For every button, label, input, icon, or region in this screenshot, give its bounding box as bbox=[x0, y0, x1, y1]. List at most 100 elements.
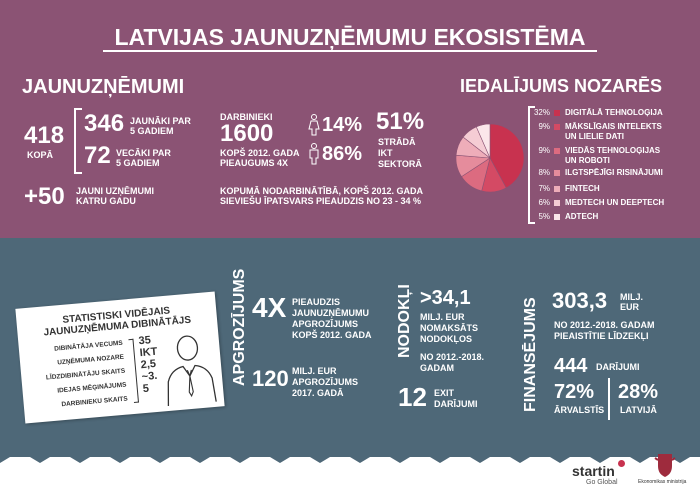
startups-young-label-2: 5 GADIEM bbox=[130, 126, 174, 136]
financing-deals-value: 444 bbox=[554, 355, 588, 377]
page-title: LATVIJAS JAUNUZŅĒMUMU EKOSISTĒMA bbox=[114, 24, 586, 50]
employees-since-2: PIEAUGUMS 4X bbox=[220, 158, 289, 168]
ministry-label: Ekonomikas ministrija bbox=[638, 479, 687, 485]
startups-heading: JAUNUZŅĒMUMI bbox=[22, 76, 185, 98]
legend-swatch bbox=[554, 148, 560, 154]
employees-note-1: KOPUMĀ NODARBINĀTĪBĀ, KOPŠ 2012. GADA bbox=[220, 186, 424, 196]
taxes-exit-text-1: EXIT bbox=[434, 388, 455, 398]
taxes-text-1: MILJ. EUR bbox=[420, 312, 465, 322]
legend-item: 6% MEDTECH UN DEEPTECH bbox=[532, 198, 692, 212]
legend-pct: 9% bbox=[538, 122, 550, 131]
founder-rows: DIBINĀTĀJA VECUMS 35 UZŅĒMUMA NOZARE IKT LĪD… bbox=[23, 334, 164, 418]
taxes-period-2: GADAM bbox=[420, 363, 454, 373]
legend-item: 7% FINTECH bbox=[532, 184, 692, 198]
sector-pie-chart bbox=[455, 123, 525, 193]
legend-swatch bbox=[554, 170, 560, 176]
legend-pct: 8% bbox=[538, 168, 550, 177]
sector-legend: 32% DIGITĀLĀ TEHNOLOĢIJA 9% MĀKSLĪGAIS INTE… bbox=[532, 108, 700, 223]
legend-swatch bbox=[554, 110, 560, 116]
legend-pct: 6% bbox=[538, 198, 550, 207]
legend-swatch bbox=[554, 200, 560, 206]
pie-slice-0 bbox=[489, 123, 525, 189]
pie-slice-6 bbox=[475, 123, 491, 159]
sectors-heading: IEDALĪJUMS NOZARĒS bbox=[460, 76, 663, 96]
founder-row-label: UZŅĒMUMA NOZARE bbox=[57, 353, 125, 367]
legend-label: FINTECH bbox=[565, 184, 600, 193]
founder-bracket bbox=[128, 338, 139, 403]
top-panel bbox=[0, 0, 700, 262]
businessman-icon bbox=[167, 335, 217, 406]
financing-text-1: NO 2012.-2018. GADAM bbox=[554, 320, 655, 330]
legend-item: 8% ILGTSPĒJĪGI RISINĀJUMI bbox=[532, 168, 692, 182]
financing-deals-label: DARĪJUMI bbox=[596, 362, 640, 372]
financing-foreign-label: ĀRVALSTĪS bbox=[554, 405, 605, 415]
legend-item: 5% ADTECH bbox=[532, 212, 692, 226]
legend-item: 9% VIEDĀS TEHNOLOĢIJAS UN ROBOTI bbox=[532, 146, 692, 165]
legend-pct: 9% bbox=[538, 146, 550, 155]
startin-sub: Go Global bbox=[586, 479, 618, 486]
employees-male-pct: 86% bbox=[322, 143, 363, 165]
male-icon bbox=[309, 143, 319, 165]
legend-label: MEDTECH UN DEEPTECH bbox=[565, 198, 665, 207]
legend-label: ADTECH bbox=[565, 212, 599, 221]
financing-latvia-label: LATVIJĀ bbox=[620, 405, 657, 415]
taxes-period-1: NO 2012.-2018. bbox=[420, 352, 485, 362]
founder-row-label: IDEJAS MĒĢINĀJUMS bbox=[57, 381, 127, 395]
startups-new-label-1: JAUNI UZŅĒMUMI bbox=[76, 186, 154, 196]
founder-card: STATISTISKI VIDĒJAIS JAUNUZŅĒMUMA DIBINĀ… bbox=[15, 291, 225, 424]
turnover-amount-text-3: 2017. GADĀ bbox=[292, 388, 344, 398]
legend-pct: 5% bbox=[538, 212, 550, 221]
financing-vertical-label: FINANSĒJUMS bbox=[522, 297, 539, 412]
startups-new-value: +50 bbox=[24, 183, 65, 210]
turnover-amount-text-1: MILJ. EUR bbox=[292, 366, 337, 376]
employees-value: 1600 bbox=[220, 120, 274, 147]
legend-swatch bbox=[554, 214, 560, 220]
taxes-exit-text-2: DARĪJUMI bbox=[434, 399, 478, 409]
legend-item: 9% MĀKSLĪGAIS INTELEKTS UN LIELIE DATI bbox=[532, 122, 692, 141]
startups-old-label-1: VECĀKI PAR bbox=[116, 148, 171, 158]
turnover-growth-value: 4X bbox=[252, 292, 287, 323]
startin-logo-dot bbox=[618, 460, 625, 467]
legend-label: VIEDĀS TEHNOLOĢIJAS UN ROBOTI bbox=[565, 146, 661, 165]
coat-of-arms-icon bbox=[654, 454, 676, 477]
hex-edge-bottom bbox=[0, 457, 700, 475]
legend-label: DIGITĀLĀ TEHNOLOĢIJA bbox=[565, 108, 663, 117]
taxes-value: >34,1 bbox=[420, 287, 471, 309]
employees-since-1: KOPŠ 2012. GADA bbox=[220, 148, 300, 158]
financing-unit-2: EUR bbox=[620, 302, 640, 312]
employees-ict-label-2: IKT bbox=[378, 148, 393, 158]
financing-unit-1: MILJ. bbox=[620, 292, 644, 302]
startups-new-label-2: KATRU GADU bbox=[76, 196, 136, 206]
legend-swatch bbox=[554, 124, 560, 130]
startups-bracket bbox=[74, 108, 82, 174]
taxes-vertical-label: NODOKĻI bbox=[396, 284, 413, 358]
startups-old-label-2: 5 GADIEM bbox=[116, 158, 160, 168]
legend-swatch bbox=[554, 186, 560, 192]
startups-total-value: 418 bbox=[24, 122, 65, 149]
employees-note-2: SIEVIEŠU ĪPATSVARS PIEAUDZIS NO 23 - 34 … bbox=[220, 196, 422, 206]
founder-row-label: LĪDZDIBINĀTĀJU SKAITS bbox=[45, 367, 126, 382]
founder-row-value: ~3. bbox=[141, 369, 158, 384]
employees-ict-label-3: SEKTORĀ bbox=[378, 159, 422, 169]
taxes-text-2: NOMAKSĀTS bbox=[420, 323, 478, 333]
financing-foreign-pct: 72% bbox=[554, 381, 595, 403]
legend-pct: 32% bbox=[533, 108, 550, 117]
legend-label: ILGTSPĒJĪGI RISINĀJUMI bbox=[565, 168, 663, 177]
title-underline bbox=[103, 50, 597, 52]
employees-ict-label-1: STRĀDĀ bbox=[378, 137, 416, 147]
employees-female-pct: 14% bbox=[322, 114, 363, 136]
turnover-amount-text-2: APGROZĪJUMS bbox=[292, 377, 359, 387]
financing-text-2: PIEAISTĪTIE LĪDZEKĻI bbox=[554, 331, 649, 341]
turnover-vertical-label: APGROZĪJUMS bbox=[231, 268, 248, 386]
startups-total-label: KOPĀ bbox=[27, 150, 54, 160]
founder-row-value: 5 bbox=[142, 382, 150, 396]
turnover-growth-text-4: KOPŠ 2012. GADA bbox=[292, 330, 372, 340]
startups-young-value: 346 bbox=[84, 110, 125, 137]
turnover-growth-text-2: JAUNUZŅĒMUMU bbox=[292, 308, 369, 318]
startin-logo: startin bbox=[572, 463, 615, 479]
financing-divider bbox=[608, 378, 610, 420]
legend-item: 32% DIGITĀLĀ TEHNOLOĢIJA bbox=[532, 108, 692, 122]
turnover-growth-text-1: PIEAUDZIS bbox=[292, 297, 341, 307]
founder-row-label: DIBINĀTĀJA VECUMS bbox=[53, 339, 124, 353]
sector-legend-bracket bbox=[528, 106, 535, 224]
